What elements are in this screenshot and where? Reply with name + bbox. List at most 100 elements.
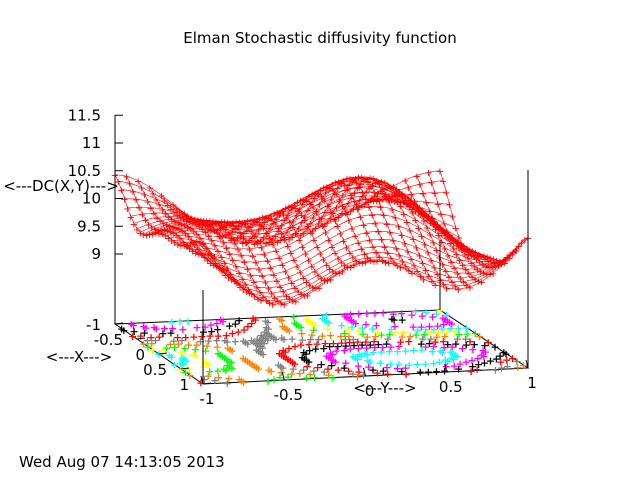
surface-point: +	[304, 205, 312, 216]
surface-point: +	[352, 256, 360, 267]
x-tick	[136, 337, 146, 340]
surface-point: +	[198, 250, 206, 261]
surface-point: +	[123, 204, 131, 215]
z-tick-label: 11.5	[68, 106, 101, 124]
contour-mark: +	[154, 348, 163, 361]
surface-point: +	[367, 182, 375, 193]
surface-point: +	[424, 248, 432, 259]
surface-point: +	[194, 216, 202, 227]
surface-line	[312, 177, 401, 268]
contour-mark: +	[239, 376, 248, 389]
surface-point: +	[518, 238, 526, 249]
surface-point: +	[309, 213, 317, 224]
contour-mark: +	[276, 360, 285, 373]
contour-mark: +	[461, 332, 470, 345]
contour-mark: +	[251, 337, 260, 350]
surface-point: +	[459, 278, 467, 289]
contour-mark: +	[262, 321, 271, 334]
contour-mark: +	[386, 323, 395, 336]
contour-mark: +	[166, 327, 175, 340]
contour-mark: +	[253, 332, 262, 345]
surface-point: +	[346, 249, 354, 260]
contour-mark: +	[372, 325, 381, 338]
contour-mark: +	[269, 373, 278, 386]
surface-point: +	[380, 242, 388, 253]
contour-mark: +	[327, 359, 336, 372]
contour-mark: +	[279, 333, 288, 346]
surface-point: +	[141, 216, 149, 227]
surface-point: +	[122, 172, 130, 183]
surface-point: +	[333, 184, 341, 195]
surface-point: +	[280, 235, 288, 246]
surface-point: +	[397, 231, 405, 242]
surface-point: +	[225, 229, 233, 240]
surface-point: +	[468, 272, 476, 283]
surface-point: +	[351, 231, 359, 242]
surface-point: +	[396, 263, 404, 274]
contour-mark: +	[181, 331, 190, 344]
contour-mark: +	[287, 332, 296, 345]
surface-point: +	[173, 231, 181, 242]
contour-mark: +	[206, 319, 215, 332]
surface-point: +	[406, 199, 414, 210]
surface-point: +	[215, 220, 223, 231]
surface-point: +	[161, 231, 169, 242]
surface-point: +	[343, 209, 351, 220]
contour-mark: +	[420, 328, 429, 341]
surface-point: +	[241, 220, 249, 231]
contour-mark: +	[175, 315, 184, 328]
surface-point: +	[269, 219, 277, 230]
contour-mark: +	[480, 339, 489, 352]
surface-point: +	[419, 275, 427, 286]
surface-point: +	[237, 220, 245, 231]
surface-point: +	[464, 254, 472, 265]
surface-point: +	[371, 179, 379, 190]
surface-point: +	[311, 267, 319, 278]
contour-mark: +	[231, 318, 240, 331]
surface-point: +	[213, 229, 221, 240]
x-tick	[158, 352, 168, 355]
surface-point: +	[272, 246, 280, 257]
z-tick-label: 10.5	[68, 162, 101, 180]
contour-mark: +	[220, 351, 229, 364]
surface-point: +	[479, 260, 487, 271]
surface-point: +	[239, 285, 247, 296]
surface-point: +	[262, 296, 270, 307]
surface-point: +	[273, 208, 281, 219]
contour-mark: +	[470, 338, 479, 351]
surface-point: +	[296, 196, 304, 207]
surface-point: +	[353, 204, 361, 215]
surface-point: +	[253, 283, 261, 294]
surface-point: +	[230, 274, 238, 285]
surface-point: +	[413, 171, 421, 182]
surface-point: +	[362, 188, 370, 199]
surface-point: +	[200, 218, 208, 229]
contour-mark: +	[247, 317, 256, 330]
surface-point: +	[365, 202, 373, 213]
surface-point: +	[269, 240, 277, 251]
surface-line	[416, 175, 505, 267]
contour-mark: +	[214, 329, 223, 342]
surface-point: +	[287, 205, 295, 216]
contour-mark: +	[436, 344, 445, 357]
contour-mark: +	[376, 357, 385, 370]
contour-mark: +	[255, 334, 264, 347]
surface-point: +	[425, 206, 433, 217]
surface-line	[172, 203, 262, 301]
contour-mark: +	[402, 368, 411, 381]
surface-point: +	[413, 267, 421, 278]
contour-mark: +	[448, 347, 457, 360]
surface-point: +	[386, 183, 394, 194]
y-tick	[444, 363, 448, 373]
surface-point: +	[426, 230, 434, 241]
surface-point: +	[247, 216, 255, 227]
surface-point: +	[382, 190, 390, 201]
surface-point: +	[251, 292, 259, 303]
surface-point: +	[276, 236, 284, 247]
surface-point: +	[470, 252, 478, 263]
surface-point: +	[334, 213, 342, 224]
surface-point: +	[307, 199, 315, 210]
surface-point: +	[354, 173, 362, 184]
contour-mark: +	[261, 332, 270, 345]
surface-point: +	[291, 283, 299, 294]
